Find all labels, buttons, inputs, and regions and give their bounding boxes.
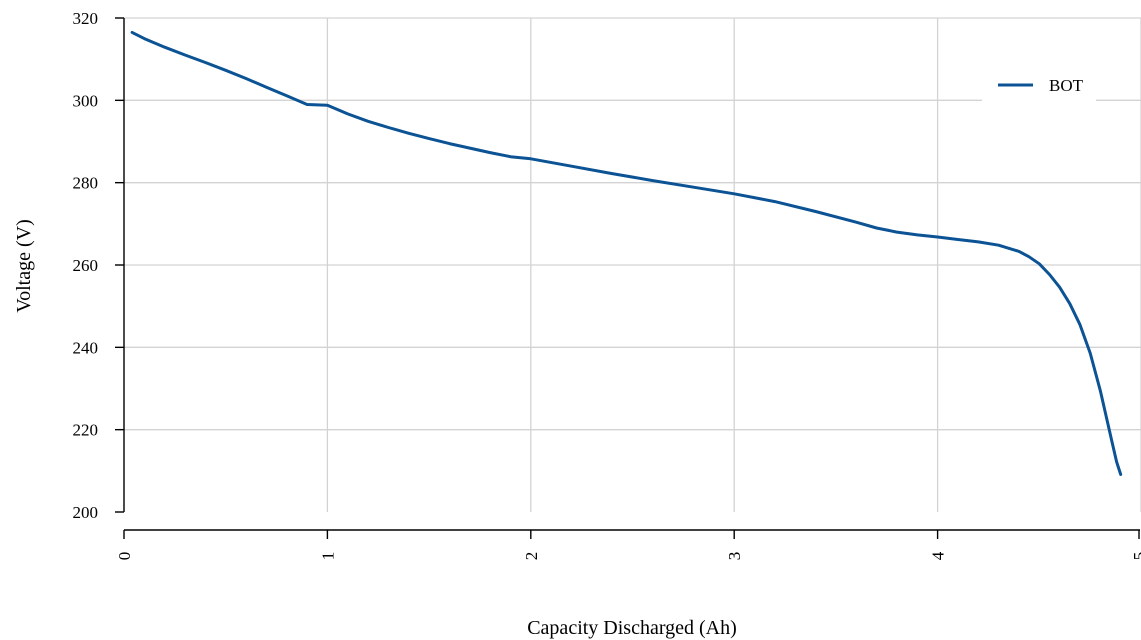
series-line-bot bbox=[130, 30, 1123, 476]
axes-layer: 200 220 240 260 280 300 320 0 1 2 3 4 5 bbox=[73, 9, 1141, 560]
x-tick-label: 1 bbox=[318, 552, 337, 561]
y-tick-label: 260 bbox=[73, 256, 99, 275]
legend: BOT bbox=[982, 64, 1096, 106]
y-tick-label: 220 bbox=[73, 421, 99, 440]
legend-label: BOT bbox=[1049, 76, 1084, 95]
x-tick-label: 2 bbox=[522, 552, 541, 561]
grid-layer bbox=[124, 17, 1141, 512]
x-tick-label: 5 bbox=[1130, 552, 1141, 561]
y-axis-title: Voltage (V) bbox=[13, 219, 35, 313]
x-tick-label: 4 bbox=[929, 551, 948, 560]
y-tick-label: 240 bbox=[73, 338, 99, 357]
x-axis-title: Capacity Discharged (Ah) bbox=[527, 617, 737, 639]
x-tick-label: 0 bbox=[115, 552, 134, 561]
y-tick-label: 280 bbox=[73, 174, 99, 193]
y-tick-label: 300 bbox=[73, 91, 99, 110]
y-tick-label: 320 bbox=[73, 9, 99, 28]
series-layer bbox=[130, 30, 1123, 476]
x-tick-label: 3 bbox=[725, 552, 744, 561]
y-tick-label: 200 bbox=[73, 503, 99, 522]
